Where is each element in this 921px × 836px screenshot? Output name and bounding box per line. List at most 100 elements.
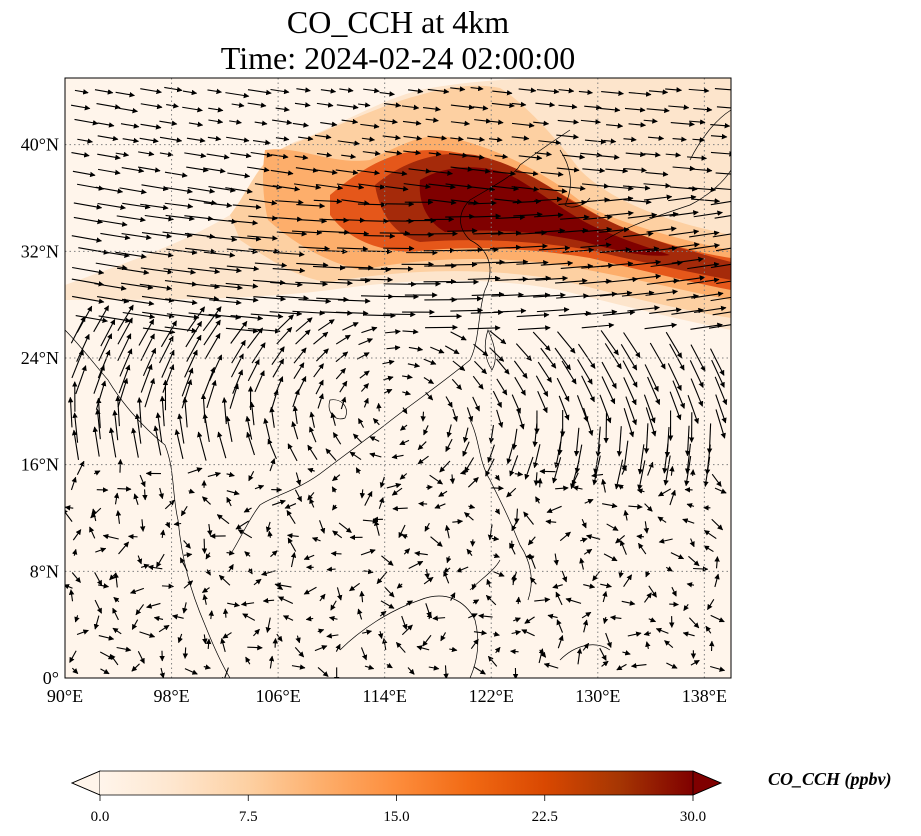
- wind-arrow: [155, 412, 163, 443]
- wind-arrow: [72, 529, 82, 541]
- wind-arrow: [691, 291, 724, 299]
- wind-arrow: [487, 444, 495, 463]
- wind-arrow: [381, 637, 388, 651]
- wind-arrow: [164, 202, 194, 209]
- wind-arrow: [159, 136, 183, 143]
- wind-arrow: [339, 380, 348, 393]
- wind-arrow: [622, 650, 631, 656]
- wind-arrow: [113, 492, 120, 505]
- wind-arrow: [518, 87, 537, 94]
- wind-arrow: [208, 610, 214, 620]
- wind-arrow: [225, 282, 259, 289]
- wind-arrow: [71, 429, 80, 460]
- wind-arrow: [579, 278, 612, 285]
- wind-arrow: [115, 395, 121, 427]
- wind-arrow: [582, 167, 606, 174]
- wind-arrow: [225, 92, 250, 99]
- wind-arrow: [326, 633, 339, 639]
- colorbar-extend-max: [692, 770, 723, 796]
- wind-arrow: [319, 593, 326, 602]
- wind-arrow: [646, 226, 677, 233]
- wind-arrow: [450, 120, 470, 127]
- wind-arrow: [511, 574, 517, 586]
- wind-arrow: [703, 545, 714, 553]
- wind-arrow: [710, 665, 726, 672]
- wind-arrow: [402, 374, 413, 380]
- wind-arrow: [560, 214, 590, 221]
- wind-arrow: [156, 553, 165, 568]
- wind-arrow: [204, 332, 221, 360]
- lon-tick-label: 90°E: [47, 686, 83, 706]
- wind-arrow: [445, 396, 453, 408]
- wind-arrow: [188, 198, 217, 206]
- wind-arrow: [121, 232, 152, 240]
- wind-arrow: [202, 496, 211, 505]
- wind-arrow: [311, 537, 321, 543]
- wind-arrow: [710, 348, 725, 376]
- wind-arrow: [407, 362, 421, 368]
- wind-arrow: [623, 574, 633, 588]
- wind-arrow: [358, 338, 373, 346]
- wind-arrow: [382, 134, 401, 141]
- wind-arrow: [643, 118, 658, 124]
- wind-arrow: [243, 507, 252, 513]
- wind-arrow: [610, 615, 622, 621]
- wind-arrow: [276, 633, 283, 642]
- wind-arrow: [592, 571, 601, 582]
- wind-arrow: [630, 662, 647, 669]
- wind-arrow: [556, 167, 580, 173]
- coastline-taiwan: [484, 329, 496, 371]
- wind-arrow: [581, 226, 613, 233]
- longitude-ticks: 90°E 98°E 106°E 114°E 122°E 130°E 138°E: [47, 686, 727, 706]
- wind-arrow: [703, 456, 711, 487]
- wind-arrow: [383, 388, 393, 395]
- wind-arrow: [687, 261, 720, 270]
- wind-arrow: [604, 343, 622, 370]
- wind-arrow: [142, 489, 148, 501]
- wind-arrow: [471, 291, 505, 298]
- wind-arrow: [643, 423, 650, 454]
- wind-arrow: [184, 232, 216, 240]
- wind-arrow: [602, 616, 609, 624]
- wind-arrow: [74, 118, 99, 126]
- wind-arrow: [401, 615, 408, 630]
- wind-arrow: [186, 137, 206, 144]
- wind-arrow: [582, 642, 590, 651]
- wind-arrow: [116, 646, 132, 653]
- wind-arrow: [254, 484, 265, 490]
- wind-arrow: [584, 499, 594, 505]
- wind-arrow: [605, 195, 634, 202]
- wind-arrow: [487, 524, 494, 541]
- wind-arrow: [139, 137, 159, 144]
- wind-arrow: [665, 152, 682, 158]
- wind-arrow: [186, 334, 202, 362]
- wind-arrow: [166, 313, 200, 320]
- wind-arrow: [244, 551, 251, 557]
- wind-arrow: [558, 185, 586, 191]
- wind-arrow: [316, 152, 333, 158]
- wind-arrow: [180, 505, 188, 517]
- wind-arrow: [578, 89, 593, 96]
- wind-arrow: [672, 136, 687, 143]
- wind-arrow: [140, 267, 174, 275]
- wind-arrow: [298, 135, 314, 142]
- wind-arrow: [401, 104, 420, 111]
- wind-arrow: [113, 596, 120, 603]
- wind-arrow: [341, 153, 357, 160]
- wind-arrow: [164, 326, 198, 334]
- wind-arrow: [339, 87, 354, 93]
- wind-arrow: [669, 343, 685, 371]
- wind-arrow: [628, 91, 652, 97]
- wind-arrow: [606, 123, 624, 129]
- wind-arrow: [538, 139, 562, 146]
- wind-arrow: [159, 151, 174, 158]
- coastline-asia-mainland: [65, 129, 571, 678]
- wind-arrow: [540, 260, 574, 267]
- wind-arrow: [407, 667, 415, 675]
- wind-arrow: [671, 307, 704, 315]
- wind-arrow: [466, 548, 473, 556]
- wind-arrow: [267, 530, 273, 538]
- wind-arrow: [162, 364, 175, 393]
- wind-arrow: [581, 611, 592, 619]
- wind-arrow: [349, 451, 362, 461]
